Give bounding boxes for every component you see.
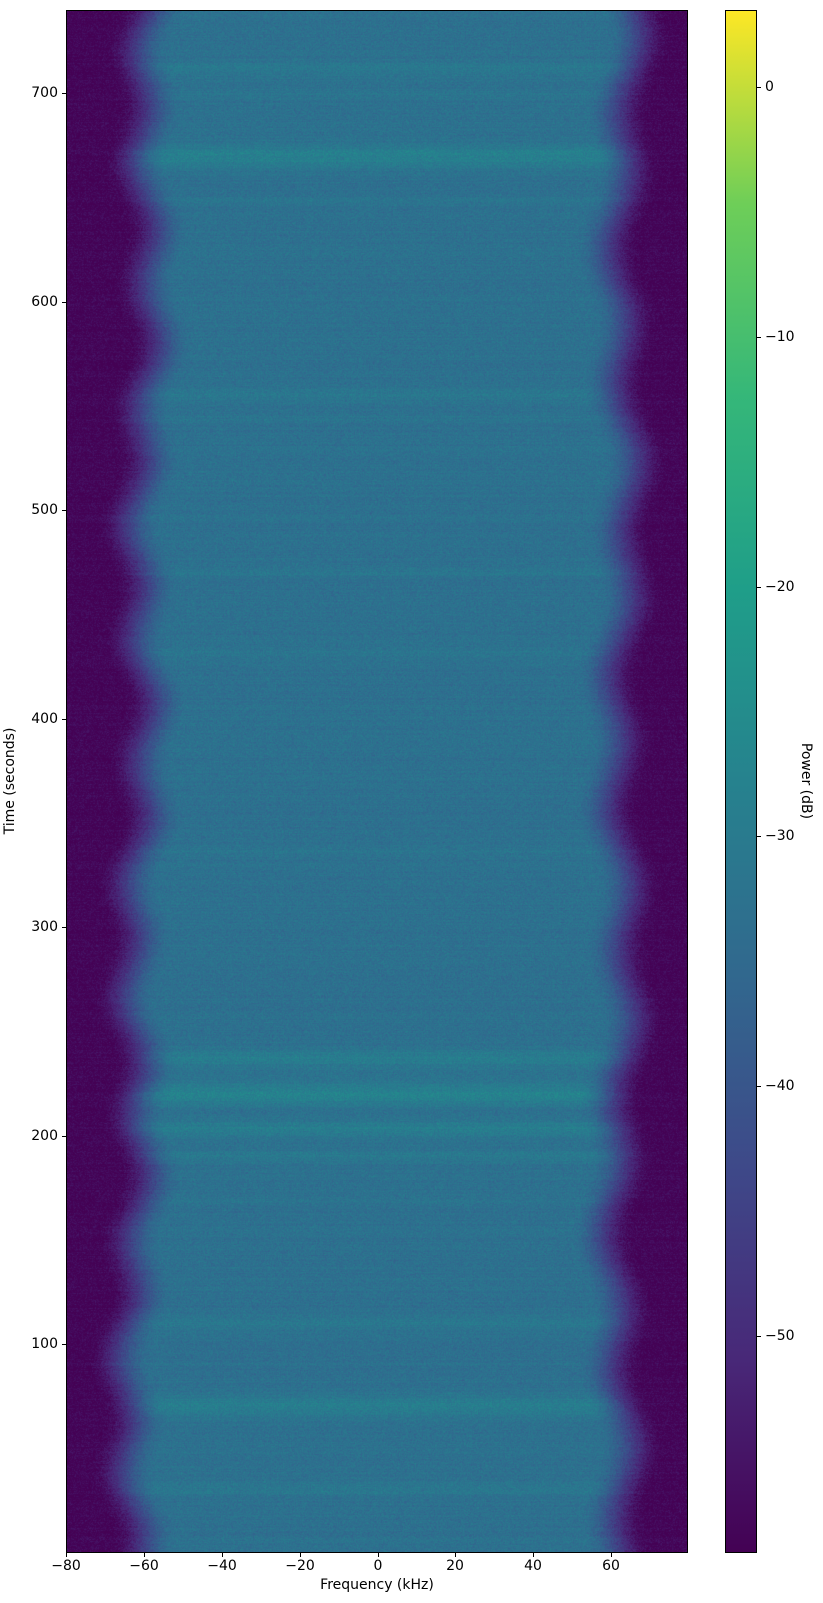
colorbar-tick-label: −50 [765,1328,795,1344]
x-tick-label: 40 [524,1558,542,1574]
y-tick-mark [62,927,66,928]
x-axis-label: Frequency (kHz) [320,1577,434,1593]
x-tick-label: 20 [446,1558,464,1574]
x-tick-label: −40 [207,1558,237,1574]
colorbar-tick-mark [757,1336,761,1337]
colorbar-tick-label: −40 [765,1078,795,1094]
y-tick-label: 600 [31,294,58,310]
colorbar-tick-label: 0 [765,79,774,95]
spectrogram-heatmap [67,11,687,1552]
x-tick-mark [300,1553,301,1557]
x-tick-label: 0 [373,1558,383,1574]
x-tick-label: 60 [602,1558,620,1574]
x-tick-mark [222,1553,223,1557]
y-tick-label: 700 [31,85,58,101]
y-tick-label: 100 [31,1336,58,1352]
x-tick-mark [66,1553,67,1557]
colorbar-tick-mark [757,836,761,837]
y-tick-label: 200 [31,1128,58,1144]
colorbar [725,10,757,1553]
y-tick-label: 400 [31,711,58,727]
y-axis-label: Time (seconds) [2,727,18,835]
x-tick-mark [378,1553,379,1557]
colorbar-label: Power (dB) [798,742,814,820]
colorbar-tick-label: −10 [765,329,795,345]
x-tick-mark [455,1553,456,1557]
colorbar-tick-mark [757,587,761,588]
y-tick-mark [62,719,66,720]
y-tick-mark [62,1136,66,1137]
x-tick-mark [533,1553,534,1557]
x-tick-label: −80 [51,1558,81,1574]
x-tick-mark [611,1553,612,1557]
colorbar-tick-mark [757,337,761,338]
y-tick-mark [62,302,66,303]
x-tick-label: −60 [129,1558,159,1574]
y-tick-label: 500 [31,502,58,518]
plot-area [66,10,688,1553]
colorbar-tick-mark [757,1086,761,1087]
y-tick-mark [62,510,66,511]
y-tick-label: 300 [31,919,58,935]
x-tick-label: −20 [285,1558,315,1574]
x-tick-mark [144,1553,145,1557]
y-tick-mark [62,93,66,94]
colorbar-tick-label: −30 [765,828,795,844]
colorbar-tick-label: −20 [765,579,795,595]
colorbar-tick-mark [757,87,761,88]
y-tick-mark [62,1344,66,1345]
